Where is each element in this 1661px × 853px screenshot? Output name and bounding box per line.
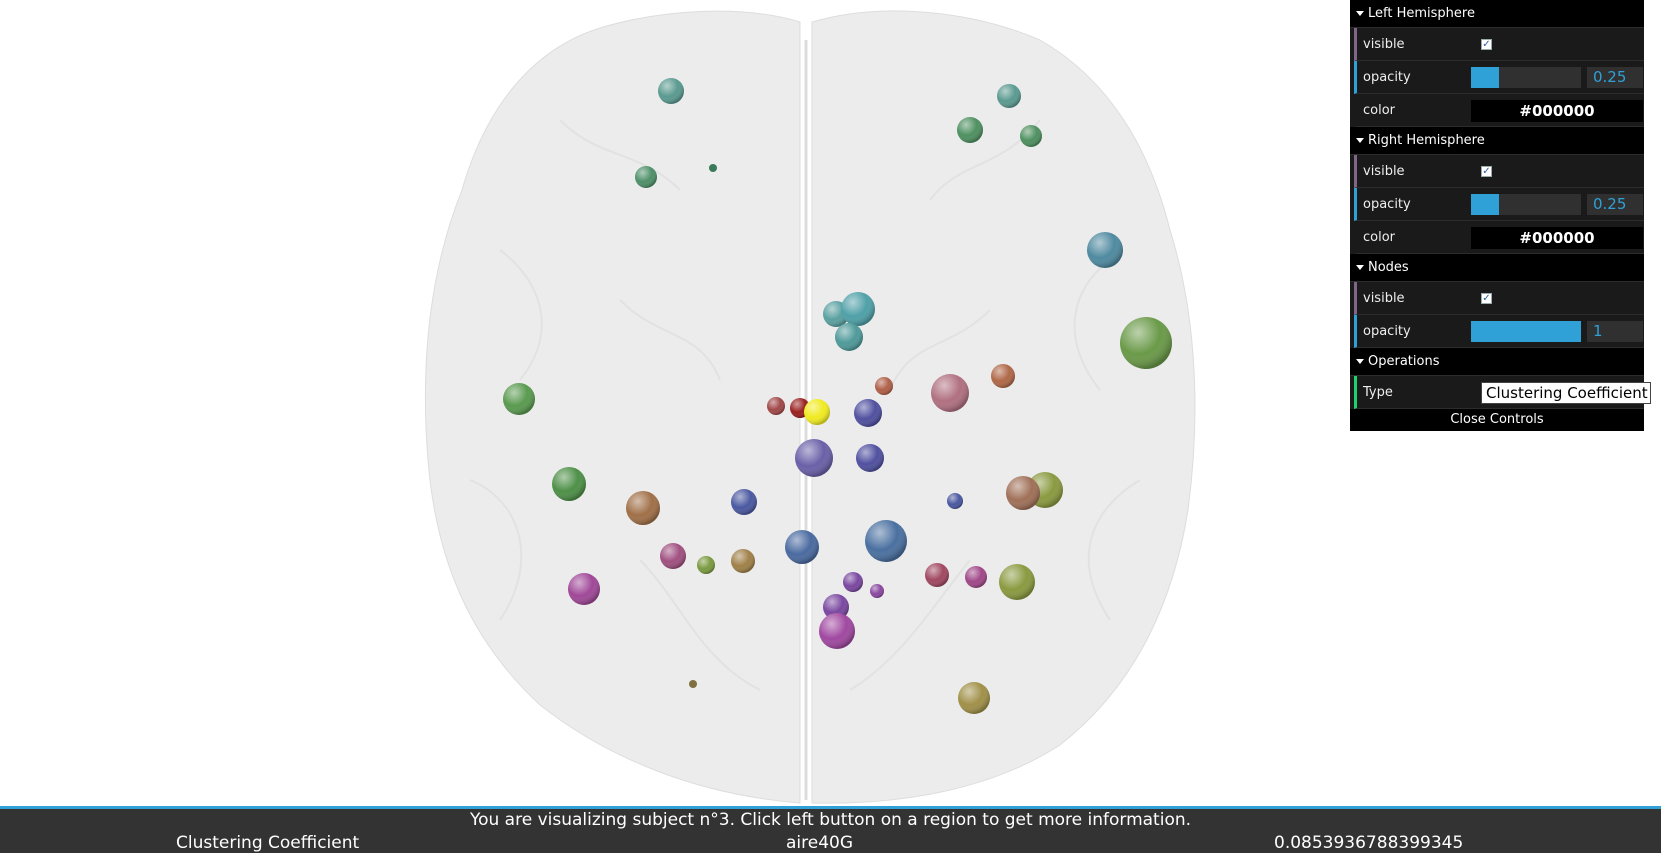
folder-right-hemisphere[interactable]: Right Hemisphere	[1350, 127, 1644, 155]
brain-node[interactable]	[1006, 476, 1040, 510]
folder-title-label: Nodes	[1368, 260, 1409, 275]
info-value: 0.0853936788399345	[1274, 833, 1464, 853]
type-select[interactable]: Clustering Coefficient	[1481, 382, 1651, 404]
left-visible-checkbox[interactable]: ✓	[1481, 39, 1492, 50]
left-opacity-row[interactable]: opacity 0.25	[1354, 61, 1644, 94]
brain-node[interactable]	[635, 166, 657, 188]
caret-down-icon	[1356, 265, 1364, 270]
brain-node[interactable]	[997, 84, 1021, 108]
brain-viewport[interactable]	[0, 0, 1661, 806]
brain-node[interactable]	[767, 397, 785, 415]
brain-node[interactable]	[626, 491, 660, 525]
brain-node[interactable]	[819, 613, 855, 649]
left-visible-label: visible	[1363, 37, 1405, 52]
cortex-texture	[469, 40, 1141, 800]
left-hemisphere[interactable]	[424, 10, 801, 804]
slider-fill	[1471, 67, 1499, 88]
right-visible-label: visible	[1363, 164, 1405, 179]
left-opacity-label: opacity	[1363, 70, 1411, 85]
brain-node[interactable]	[870, 584, 884, 598]
left-color-label: color	[1363, 103, 1396, 118]
nodes-visible-checkbox[interactable]: ✓	[1481, 293, 1492, 304]
right-hemisphere[interactable]	[811, 10, 1196, 804]
right-opacity-label: opacity	[1363, 197, 1411, 212]
brain-node[interactable]	[552, 467, 586, 501]
brain-node[interactable]	[965, 566, 987, 588]
folder-title-label: Right Hemisphere	[1368, 133, 1485, 148]
info-message: You are visualizing subject n°3. Click l…	[469, 810, 1192, 830]
slider-fill	[1471, 194, 1499, 215]
caret-down-icon	[1356, 138, 1364, 143]
info-region: aire40G	[786, 833, 854, 853]
left-color-input[interactable]: #000000	[1471, 100, 1643, 122]
right-opacity-value[interactable]: 0.25	[1587, 194, 1643, 215]
brain-render[interactable]	[0, 0, 1661, 806]
nodes-visible-row[interactable]: visible ✓	[1354, 282, 1644, 315]
info-measure: Clustering Coefficient	[176, 833, 360, 853]
brain-node[interactable]	[731, 489, 757, 515]
brain-node[interactable]	[865, 520, 907, 562]
brain-node[interactable]	[689, 680, 697, 688]
slider-fill	[1471, 321, 1581, 342]
brain-node[interactable]	[991, 364, 1015, 388]
folder-operations[interactable]: Operations	[1350, 348, 1644, 376]
left-opacity-value[interactable]: 0.25	[1587, 67, 1643, 88]
controls-panel[interactable]: Left Hemisphere visible ✓ opacity 0.25 c…	[1350, 0, 1651, 431]
right-visible-checkbox[interactable]: ✓	[1481, 166, 1492, 177]
operations-type-row[interactable]: Type Clustering Coefficient	[1354, 376, 1651, 409]
brain-node[interactable]	[854, 399, 882, 427]
info-bar: You are visualizing subject n°3. Click l…	[0, 806, 1661, 853]
nodes-opacity-value[interactable]: 1	[1587, 321, 1643, 342]
nodes-opacity-slider[interactable]	[1471, 321, 1581, 342]
right-color-label: color	[1363, 230, 1396, 245]
folder-title-label: Left Hemisphere	[1368, 6, 1475, 21]
brain-node[interactable]	[958, 682, 990, 714]
folder-nodes[interactable]: Nodes	[1350, 254, 1644, 282]
brain-node[interactable]	[957, 117, 983, 143]
brain-node[interactable]	[843, 572, 863, 592]
brain-node[interactable]	[568, 573, 600, 605]
right-color-input[interactable]: #000000	[1471, 227, 1643, 249]
brain-node[interactable]	[925, 563, 949, 587]
left-opacity-slider[interactable]	[1471, 67, 1581, 88]
brain-node[interactable]	[697, 556, 715, 574]
brain-node[interactable]	[660, 543, 686, 569]
nodes[interactable]	[503, 78, 1172, 714]
right-opacity-row[interactable]: opacity 0.25	[1354, 188, 1644, 221]
folder-left-hemisphere[interactable]: Left Hemisphere	[1350, 0, 1644, 28]
close-controls-button[interactable]: Close Controls	[1350, 409, 1644, 431]
brain-node[interactable]	[856, 444, 884, 472]
nodes-opacity-row[interactable]: opacity 1	[1354, 315, 1644, 348]
right-opacity-slider[interactable]	[1471, 194, 1581, 215]
folder-title-label: Operations	[1368, 354, 1440, 369]
left-color-row[interactable]: color #000000	[1354, 94, 1644, 127]
brain-node[interactable]	[795, 439, 833, 477]
brain-node[interactable]	[931, 374, 969, 412]
brain-node[interactable]	[731, 549, 755, 573]
right-visible-row[interactable]: visible ✓	[1354, 155, 1644, 188]
brain-node[interactable]	[947, 493, 963, 509]
brain-node[interactable]	[835, 323, 863, 351]
brain-node[interactable]	[1020, 125, 1042, 147]
type-label: Type	[1363, 385, 1393, 400]
brain-node-selected[interactable]	[804, 399, 830, 425]
brain-node[interactable]	[1120, 317, 1172, 369]
brain-node[interactable]	[875, 377, 893, 395]
brain-node[interactable]	[658, 78, 684, 104]
nodes-opacity-label: opacity	[1363, 324, 1411, 339]
brain-node[interactable]	[1087, 232, 1123, 268]
brain-node[interactable]	[999, 564, 1035, 600]
caret-down-icon	[1356, 11, 1364, 16]
brain-node[interactable]	[841, 292, 875, 326]
brain-node[interactable]	[823, 594, 849, 620]
brain-node[interactable]	[785, 530, 819, 564]
brain-node[interactable]	[709, 164, 717, 172]
caret-down-icon	[1356, 359, 1364, 364]
left-visible-row[interactable]: visible ✓	[1354, 28, 1644, 61]
nodes-visible-label: visible	[1363, 291, 1405, 306]
right-color-row[interactable]: color #000000	[1354, 221, 1644, 254]
brain-node[interactable]	[503, 383, 535, 415]
